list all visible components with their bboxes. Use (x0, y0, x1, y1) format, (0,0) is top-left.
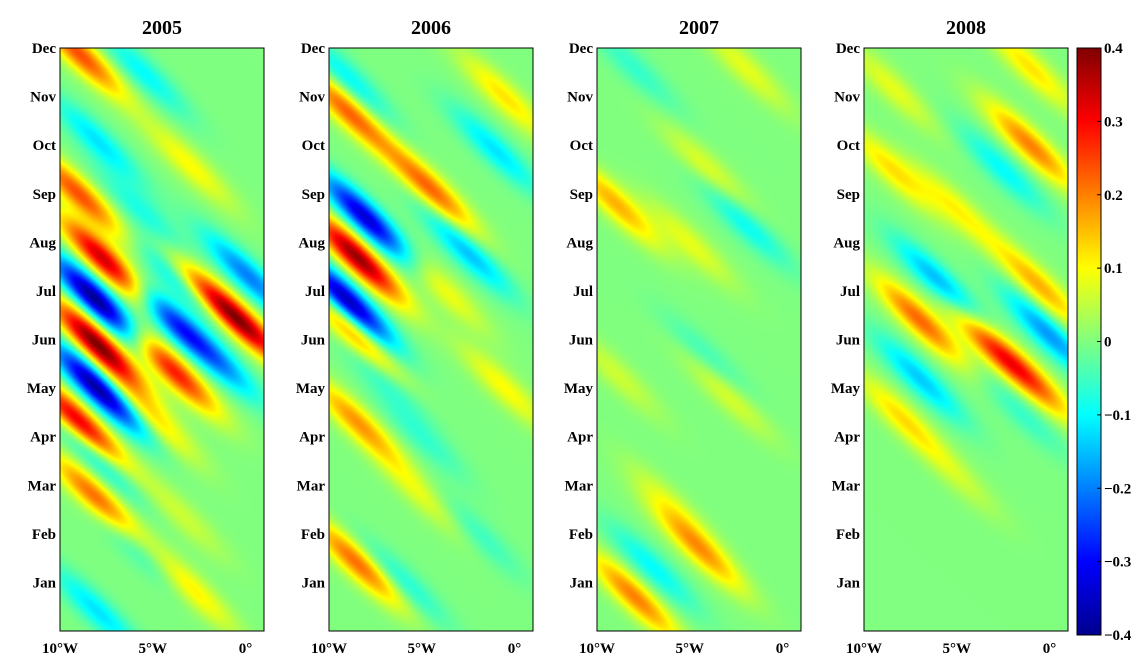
y-tick-label: Oct (570, 138, 593, 154)
panel-frame-2 (328, 47, 534, 632)
heatmap-panel-3 (597, 48, 801, 631)
panel-frame-4 (863, 47, 1069, 632)
colorbar-tick-label: −0.2 (1104, 481, 1131, 497)
y-tick-label: Apr (834, 430, 860, 446)
heatmap-panel-1 (60, 48, 264, 631)
y-tick-label: Jul (305, 284, 325, 300)
y-tick-label: Apr (567, 430, 593, 446)
y-tick-label: Nov (299, 90, 325, 106)
y-tick-label: May (564, 381, 594, 397)
y-tick-label: May (296, 381, 326, 397)
y-tick-label: Aug (566, 235, 593, 251)
y-tick-label: Jul (36, 284, 56, 300)
panel-title-4: 2008 (946, 17, 986, 39)
y-tick-label: Jun (836, 333, 861, 349)
colorbar-tick-label: −0.1 (1104, 408, 1131, 424)
y-tick-label: Aug (29, 235, 56, 251)
y-tick-label: Jan (837, 575, 861, 591)
x-tick-label: 0° (776, 641, 790, 657)
y-tick-label: Feb (569, 527, 593, 543)
y-tick-label: Dec (301, 41, 325, 57)
y-tick-label: Oct (33, 138, 56, 154)
x-tick-label: 5°W (138, 641, 167, 657)
y-tick-label: May (831, 381, 861, 397)
y-tick-label: Mar (565, 478, 594, 494)
y-tick-label: Mar (28, 478, 57, 494)
y-tick-label: Jun (301, 333, 326, 349)
y-tick-label: Jan (302, 575, 326, 591)
heatmap-panel-2 (329, 48, 533, 631)
panel-title-3: 2007 (679, 17, 719, 39)
y-tick-label: Jan (570, 575, 594, 591)
x-tick-label: 10°W (579, 641, 615, 657)
heatmap-panel-4 (864, 48, 1068, 631)
y-tick-label: Aug (833, 235, 860, 251)
colorbar-tick-label: 0.1 (1104, 261, 1123, 277)
y-tick-label: Feb (32, 527, 56, 543)
panel-title-2: 2006 (411, 17, 451, 39)
axis-tick-labels: Jan Feb Mar Apr May Jun Jul Aug Sep Oct Nov Dec 10°W… (27, 41, 1056, 657)
panel-frame-3 (596, 47, 802, 632)
panel-title-1: 2005 (142, 17, 182, 39)
y-tick-label: Apr (30, 430, 56, 446)
y-tick-label: Mar (832, 478, 861, 494)
x-tick-label: 5°W (675, 641, 704, 657)
colorbar-tick-label: −0.3 (1104, 555, 1131, 571)
x-tick-label: 0° (239, 641, 253, 657)
y-tick-label: Sep (302, 187, 325, 203)
y-tick-label: Jun (32, 333, 57, 349)
y-tick-label: Dec (836, 41, 860, 57)
y-tick-label: Sep (33, 187, 56, 203)
x-tick-label: 10°W (846, 641, 882, 657)
x-tick-label: 0° (508, 641, 522, 657)
colorbar-tick-label: −0.4 (1104, 628, 1132, 644)
y-tick-label: Jul (573, 284, 593, 300)
y-tick-label: Mar (297, 478, 326, 494)
colorbar-tick-label: 0.3 (1104, 114, 1123, 130)
panel-frame-1 (59, 47, 265, 632)
y-tick-label: Apr (299, 430, 325, 446)
y-tick-label: Nov (567, 90, 593, 106)
x-tick-label: 0° (1043, 641, 1057, 657)
y-tick-label: Dec (569, 41, 593, 57)
x-tick-label: 10°W (42, 641, 78, 657)
y-tick-label: Oct (837, 138, 860, 154)
y-tick-label: Jan (33, 575, 57, 591)
y-tick-label: Jul (840, 284, 860, 300)
y-tick-label: Sep (837, 187, 860, 203)
x-tick-label: 5°W (942, 641, 971, 657)
y-tick-label: May (27, 381, 57, 397)
y-tick-label: Sep (570, 187, 593, 203)
y-tick-label: Feb (301, 527, 325, 543)
y-tick-label: Nov (834, 90, 860, 106)
x-tick-label: 10°W (311, 641, 347, 657)
colorbar-tick-labels: 0.4 0.3 0.2 0.1 0 −0.1 −0.2 −0.3 −0.4 (1097, 41, 1132, 644)
colorbar-tick-label: 0.4 (1104, 41, 1123, 57)
y-tick-label: Dec (32, 41, 56, 57)
colorbar-tick-label: 0 (1104, 335, 1112, 351)
y-tick-label: Nov (30, 90, 56, 106)
y-tick-label: Jun (569, 333, 594, 349)
colorbar-tick-label: 0.2 (1104, 188, 1123, 204)
y-tick-label: Aug (298, 235, 325, 251)
y-tick-label: Feb (836, 527, 860, 543)
x-tick-label: 5°W (407, 641, 436, 657)
y-tick-label: Oct (302, 138, 325, 154)
